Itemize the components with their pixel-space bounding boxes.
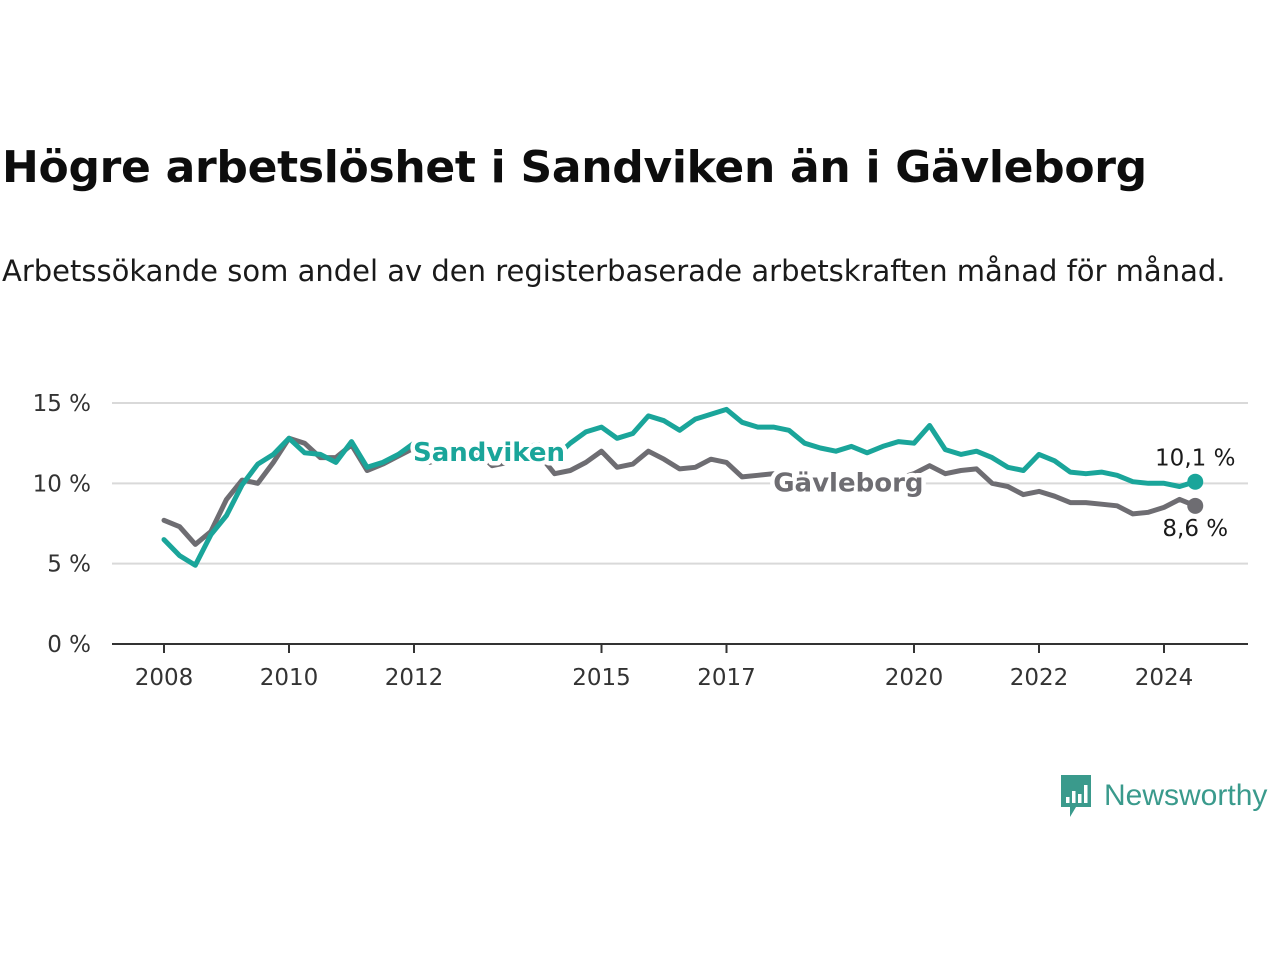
x-axis: 2008 2010 2012 2015 2017 2020 2022 2024 [112,643,1248,691]
y-axis-ticks: 0 % 5 % 10 % 15 % [33,391,91,658]
x-tick-label: 2024 [1135,665,1194,691]
end-value-label-sandviken: 10,1 % [1155,446,1235,472]
x-tick-label: 2012 [385,665,444,691]
brand-name: Newsworthy [1104,779,1268,812]
series-labels: Sandviken Gävleborg 10,1 % 8,6 % [409,434,1239,545]
x-tick-label: 2015 [572,665,631,691]
chart-title: Högre arbetslöshet i Sandviken än i Gävl… [2,142,1147,193]
series-label-sandviken: Sandviken [413,438,565,468]
brand-logo: Newsworthy [1058,772,1267,820]
x-tick-label: 2020 [885,665,944,691]
series-line-sandviken [161,406,1198,568]
end-value-label-gavleborg: 8,6 % [1162,516,1228,542]
series-lines [161,406,1204,568]
x-tick-label: 2017 [697,665,756,691]
chart-subtitle: Arbetssökande som andel av den registerb… [2,254,1226,288]
line-chart: 0 %5 %10 %15 % 2008 2010 2012 2015 2017 2020 2… [33,391,1248,691]
end-point-gavleborg [1187,497,1204,514]
y-tick-label: 5 % [47,552,91,578]
grid-lines [112,402,1248,565]
series-label-gavleborg: Gävleborg [773,469,923,499]
y-tick-label: 15 % [33,391,91,417]
x-tick-label: 2022 [1010,665,1069,691]
y-tick-label: 10 % [33,471,91,497]
newsworthy-logo-icon [1061,775,1091,817]
x-tick-label: 2008 [135,665,194,691]
x-tick-label: 2010 [260,665,319,691]
y-tick-label: 0 % [47,632,91,658]
end-point-sandviken [1187,473,1204,490]
series-line-gavleborg [161,435,1198,547]
